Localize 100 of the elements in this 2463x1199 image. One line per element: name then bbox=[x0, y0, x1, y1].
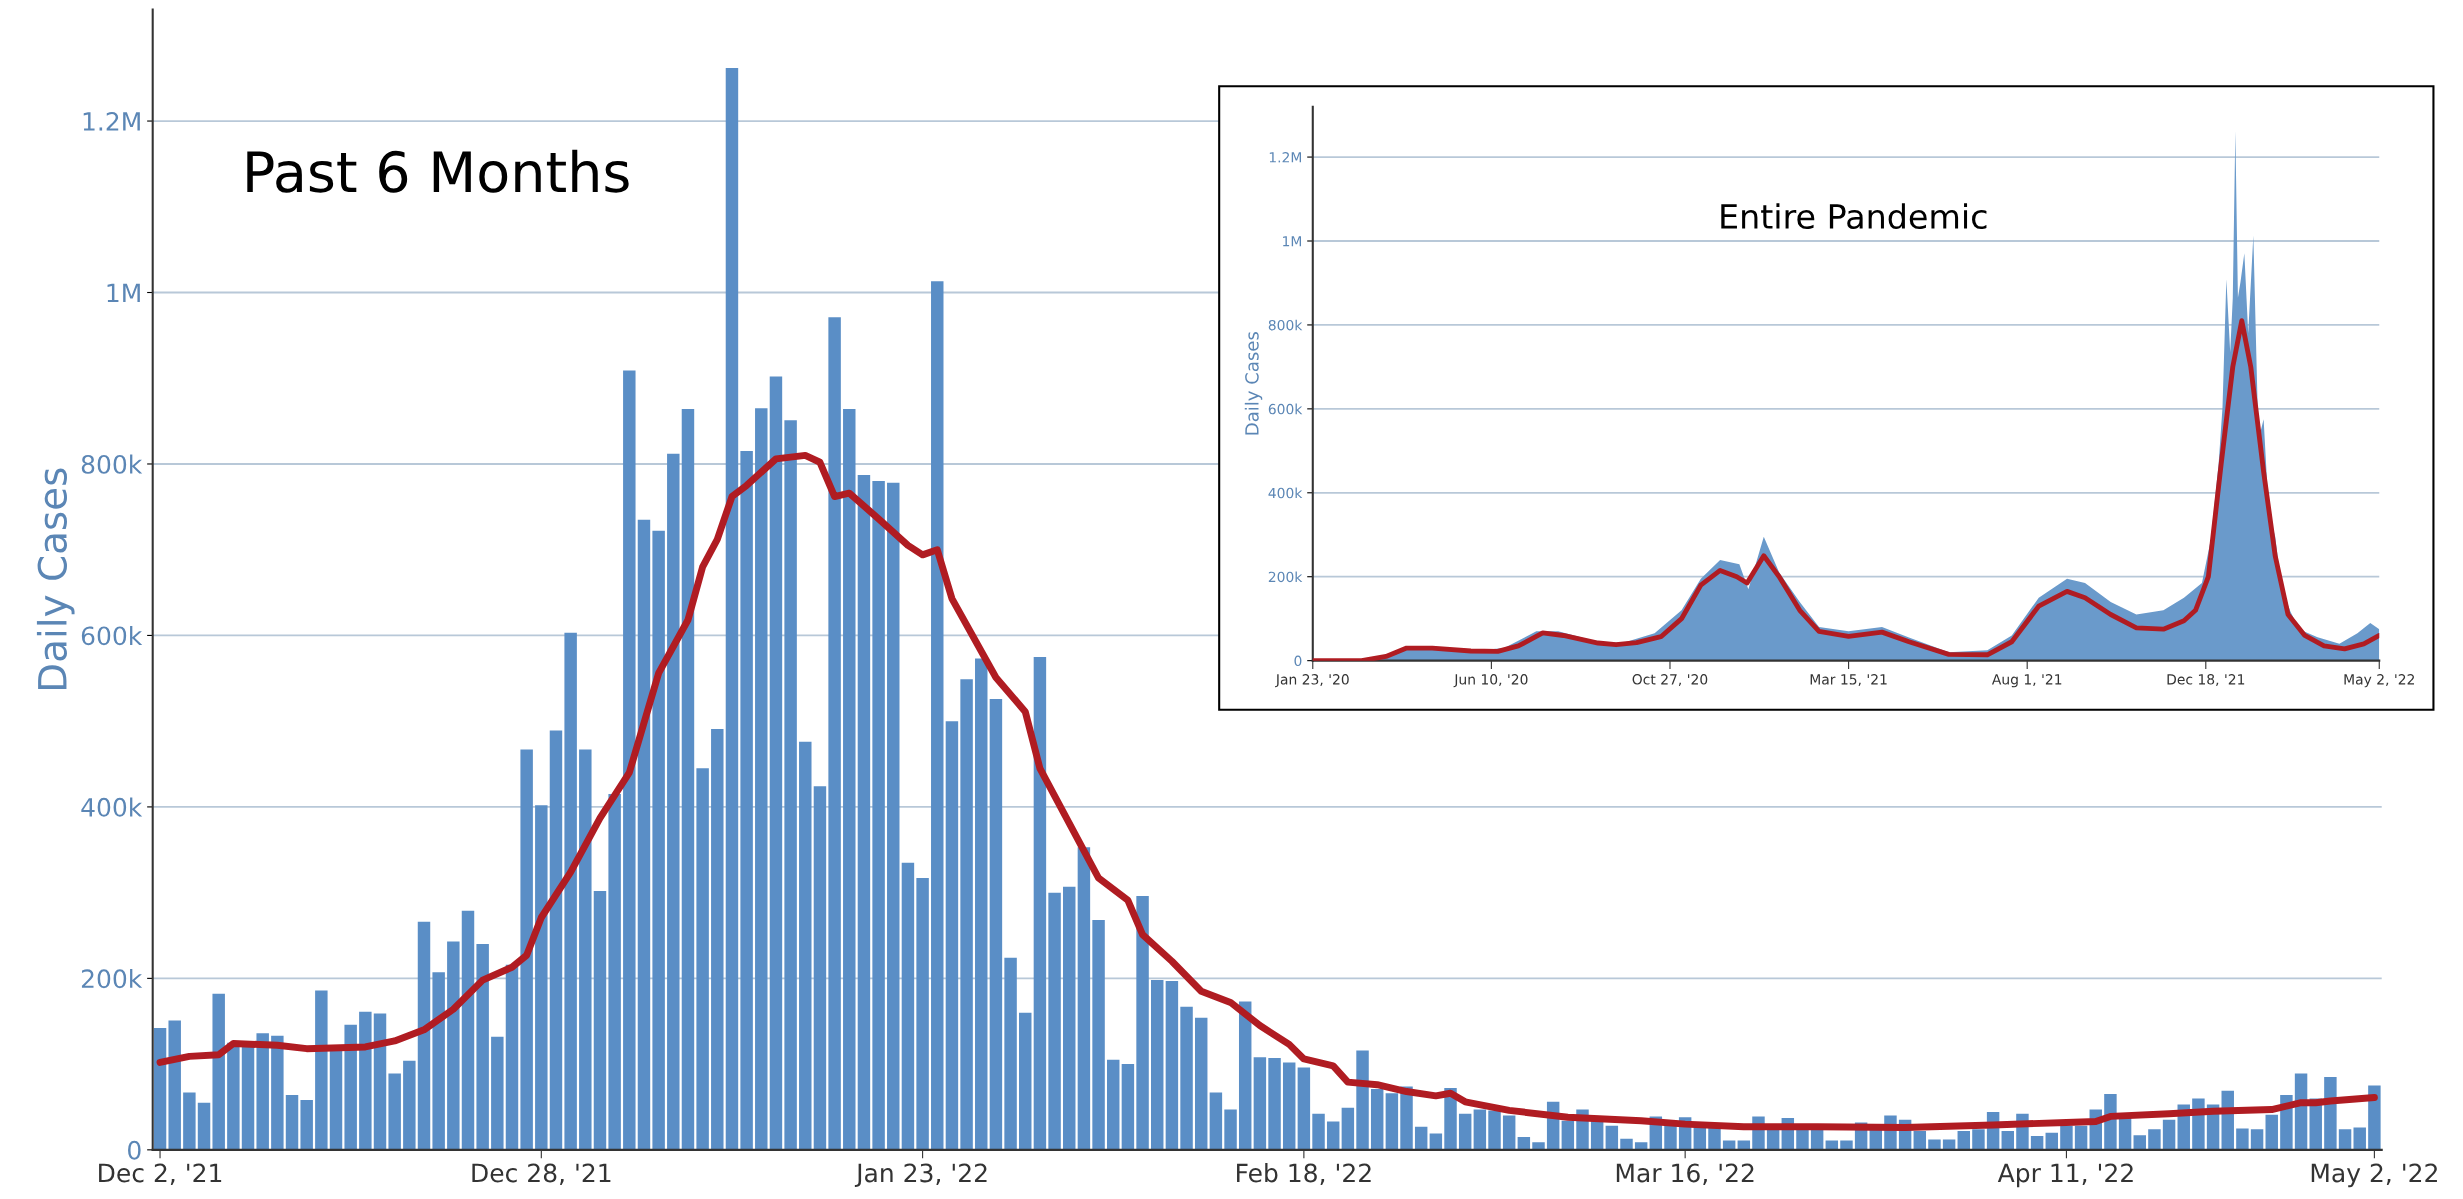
bar bbox=[285, 1094, 299, 1150]
y-tick-label: 400k bbox=[81, 797, 143, 817]
bar bbox=[153, 1028, 167, 1150]
bar bbox=[2030, 1136, 2044, 1150]
bar bbox=[1077, 847, 1091, 1150]
bar bbox=[1165, 980, 1179, 1150]
bar bbox=[2250, 1129, 2264, 1150]
bar bbox=[1004, 957, 1017, 1150]
bar bbox=[1561, 1120, 1575, 1150]
bar bbox=[2353, 1127, 2366, 1150]
bar bbox=[271, 1035, 284, 1150]
bar bbox=[813, 786, 827, 1150]
y-tick-label: 0 bbox=[1294, 655, 1302, 667]
bar bbox=[652, 530, 665, 1150]
x-tick-label: Dec 2, '21 bbox=[99, 1163, 222, 1185]
bar bbox=[2045, 1132, 2058, 1150]
bar bbox=[520, 749, 533, 1150]
bar bbox=[1341, 1107, 1355, 1150]
bar bbox=[1825, 1140, 1839, 1150]
x-tick-label: Jan 23, '20 bbox=[1275, 674, 1349, 688]
bar bbox=[432, 972, 445, 1150]
bar bbox=[227, 1042, 240, 1150]
x-tick-label: May 2, '22 bbox=[2311, 1163, 2437, 1188]
bar bbox=[1370, 1088, 1384, 1150]
bar bbox=[2338, 1129, 2352, 1150]
bar bbox=[564, 632, 577, 1150]
y-tick-label: 600k bbox=[1268, 403, 1303, 415]
bar bbox=[461, 910, 475, 1150]
y-tick-label: 1.2M bbox=[83, 111, 140, 131]
bar bbox=[843, 409, 856, 1150]
bar bbox=[1253, 1057, 1267, 1150]
bar bbox=[1414, 1126, 1428, 1150]
bar bbox=[344, 1024, 357, 1150]
y-tick-label: 1M bbox=[107, 283, 140, 303]
y-axis-title: Daily Cases bbox=[1244, 332, 1263, 435]
x-tick-label: Mar 15, '21 bbox=[1810, 674, 1887, 687]
x-tick-label: Oct 27, '20 bbox=[1632, 674, 1708, 687]
bar bbox=[1268, 1058, 1281, 1150]
y-tick-label: 200k bbox=[1268, 571, 1303, 583]
bar bbox=[901, 862, 915, 1150]
bar bbox=[2324, 1076, 2337, 1150]
y-tick-label: 800k bbox=[1268, 319, 1303, 331]
bar bbox=[755, 408, 768, 1150]
bar bbox=[403, 1060, 416, 1150]
bar bbox=[256, 1033, 269, 1150]
bar bbox=[1458, 1113, 1472, 1150]
bar bbox=[1737, 1140, 1751, 1150]
bar bbox=[1194, 1017, 1208, 1150]
x-tick-label: Jun 10, '20 bbox=[1453, 674, 1528, 688]
bar bbox=[1972, 1129, 1985, 1150]
bar bbox=[1532, 1142, 1545, 1150]
bar bbox=[1502, 1115, 1516, 1150]
bar bbox=[549, 730, 563, 1150]
bar bbox=[1517, 1136, 1531, 1150]
x-tick-label: Aug 1, '21 bbox=[1991, 674, 2062, 688]
bar bbox=[388, 1073, 401, 1150]
bar bbox=[535, 805, 548, 1150]
bar bbox=[1092, 920, 1105, 1150]
bar bbox=[1019, 1012, 1032, 1150]
bar bbox=[168, 1020, 181, 1150]
bar bbox=[1151, 980, 1164, 1150]
bar bbox=[2162, 1119, 2176, 1150]
bar bbox=[1722, 1140, 1736, 1150]
bar bbox=[1121, 1064, 1135, 1150]
bar bbox=[183, 1092, 196, 1150]
bar bbox=[1957, 1130, 1971, 1150]
bar bbox=[784, 420, 797, 1150]
bar bbox=[315, 990, 328, 1150]
bar bbox=[960, 679, 973, 1150]
bar bbox=[1107, 1059, 1120, 1150]
y-tick-label: 800k bbox=[81, 454, 143, 474]
y-tick-label: 1M bbox=[1283, 236, 1302, 247]
y-tick-label: 0 bbox=[128, 1140, 141, 1160]
bar bbox=[916, 878, 929, 1150]
y-tick-label: 600k bbox=[81, 625, 143, 646]
y-axis-title: Daily Cases bbox=[36, 468, 75, 689]
annotation: Entire Pandemic bbox=[1721, 203, 1987, 230]
bar bbox=[1473, 1109, 1487, 1150]
bar bbox=[1238, 1001, 1252, 1150]
bar bbox=[828, 317, 841, 1150]
bar bbox=[1209, 1092, 1223, 1150]
bar bbox=[945, 721, 959, 1150]
bar bbox=[681, 409, 695, 1150]
x-tick-label: Jan 23, '22 bbox=[854, 1163, 987, 1188]
bar bbox=[623, 370, 636, 1150]
bar bbox=[476, 944, 489, 1150]
bar bbox=[887, 482, 900, 1150]
y-tick-label: 1.2M bbox=[1269, 152, 1302, 163]
bar bbox=[2368, 1085, 2381, 1150]
bar bbox=[1180, 1006, 1193, 1150]
bar bbox=[608, 794, 621, 1150]
bar bbox=[212, 993, 225, 1150]
bar bbox=[931, 281, 944, 1150]
bar bbox=[1282, 1062, 1296, 1150]
y-tick-label: 400k bbox=[1268, 487, 1303, 499]
bar bbox=[505, 964, 519, 1150]
bar bbox=[359, 1011, 372, 1150]
x-tick-label: Feb 18, '22 bbox=[1237, 1163, 1371, 1185]
bar bbox=[872, 481, 885, 1150]
bar bbox=[1928, 1139, 1941, 1150]
